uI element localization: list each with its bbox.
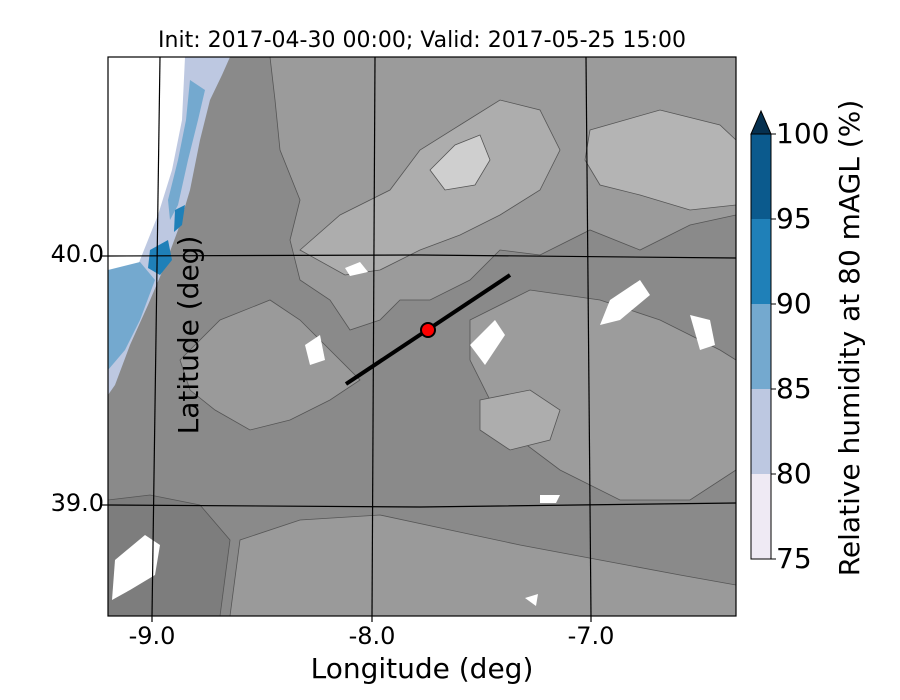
humidity-patch-3 bbox=[690, 315, 715, 350]
colorbar-segment-85-90 bbox=[751, 304, 771, 389]
humidity-band-85 bbox=[108, 262, 155, 370]
colorbar-tick-label: 95 bbox=[776, 202, 812, 235]
axis-ticks bbox=[102, 255, 592, 622]
graticule bbox=[108, 57, 736, 616]
colorbar-segment-90-95 bbox=[751, 219, 771, 304]
colorbar-segment-95-100 bbox=[751, 134, 771, 219]
y-axis-label: Latitude (deg) bbox=[172, 235, 205, 435]
map-frame bbox=[107, 56, 737, 617]
humidity-patch-2 bbox=[470, 320, 505, 365]
humidity-band-90-patch bbox=[174, 205, 185, 232]
map-panel bbox=[108, 57, 736, 616]
humidity-patch-8 bbox=[525, 594, 538, 606]
colorbar-tick-label: 90 bbox=[776, 287, 812, 320]
colorbar-tick-label: 80 bbox=[776, 457, 812, 490]
humidity-patch-1 bbox=[600, 280, 650, 325]
terrain-ridge bbox=[299, 99, 561, 276]
terrain-northeast bbox=[584, 109, 736, 211]
colorbar-label: Relative humidity at 80 mAGL (%) bbox=[833, 99, 866, 577]
humidity-band-90 bbox=[148, 240, 172, 275]
terrain-central bbox=[179, 299, 361, 431]
colorbar bbox=[750, 109, 776, 560]
terrain-southeast-hill bbox=[479, 389, 561, 451]
humidity-patch-5 bbox=[345, 262, 368, 276]
terrain-peak bbox=[429, 134, 491, 191]
x-axis-label: Longitude (deg) bbox=[310, 652, 534, 685]
x-tick-label: -7.0 bbox=[567, 622, 615, 650]
humidity-patch-7 bbox=[540, 495, 560, 503]
y-tick-label: 39.0 bbox=[50, 489, 104, 517]
humidity-patch-4 bbox=[305, 335, 325, 365]
colorbar-segment-80-85 bbox=[751, 389, 771, 474]
x-tick-label: -9.0 bbox=[128, 622, 176, 650]
colorbar-tick-label: 75 bbox=[776, 542, 812, 575]
terrain-southwest bbox=[108, 494, 231, 616]
y-tick-label: 40.0 bbox=[50, 240, 104, 268]
x-tick-label: -8.0 bbox=[348, 622, 396, 650]
humidity-band-85-north bbox=[168, 80, 205, 220]
humidity-patch-6 bbox=[112, 535, 160, 600]
colorbar-tick-label: 100 bbox=[776, 117, 830, 150]
colorbar-extend-arrow bbox=[750, 109, 772, 135]
map-title: Init: 2017-04-30 00:00; Valid: 2017-05-2… bbox=[158, 28, 686, 53]
site-marker bbox=[420, 322, 436, 338]
colorbar-segment-75-80 bbox=[751, 474, 771, 559]
colorbar-tick-label: 85 bbox=[776, 372, 812, 405]
terrain-south bbox=[229, 514, 736, 616]
